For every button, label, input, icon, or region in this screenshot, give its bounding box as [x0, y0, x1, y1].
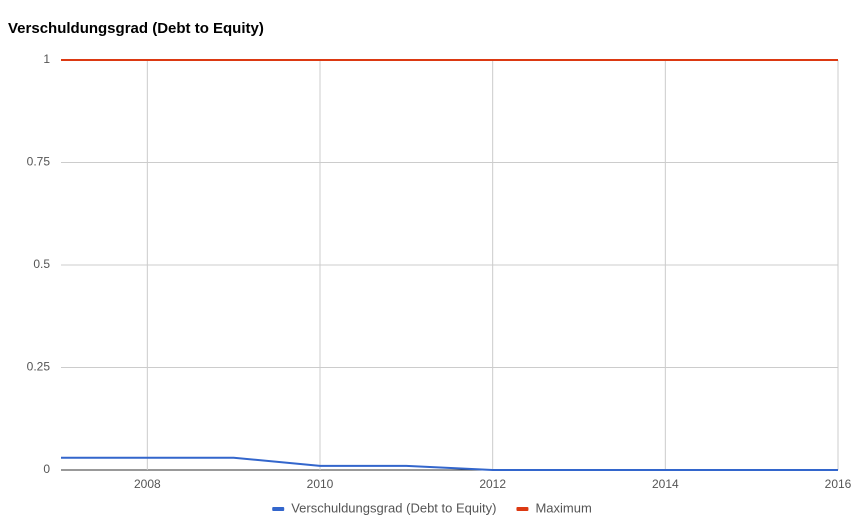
y-tick-label: 0.5: [33, 257, 50, 271]
x-tick-label: 2012: [479, 477, 506, 491]
y-tick-label: 0.25: [27, 360, 51, 374]
series-line: [61, 456, 838, 471]
x-tick-label: 2014: [652, 477, 679, 491]
legend-swatch: [272, 507, 285, 511]
y-tick-label: 0: [43, 462, 50, 476]
chart-title: Verschuldungsgrad (Debt to Equity): [8, 20, 264, 37]
x-tick-label: 2016: [825, 477, 852, 491]
legend: Verschuldungsgrad (Debt to Equity) Maximu…: [272, 500, 592, 515]
y-tick-label: 0.75: [27, 155, 51, 169]
legend-swatch: [516, 507, 529, 511]
x-tick-label: 2008: [134, 477, 161, 491]
legend-label: Verschuldungsgrad (Debt to Equity): [291, 500, 496, 515]
x-tick-label: 2010: [307, 477, 334, 491]
legend-label: Maximum: [535, 500, 591, 515]
y-tick-label: 1: [43, 52, 50, 66]
